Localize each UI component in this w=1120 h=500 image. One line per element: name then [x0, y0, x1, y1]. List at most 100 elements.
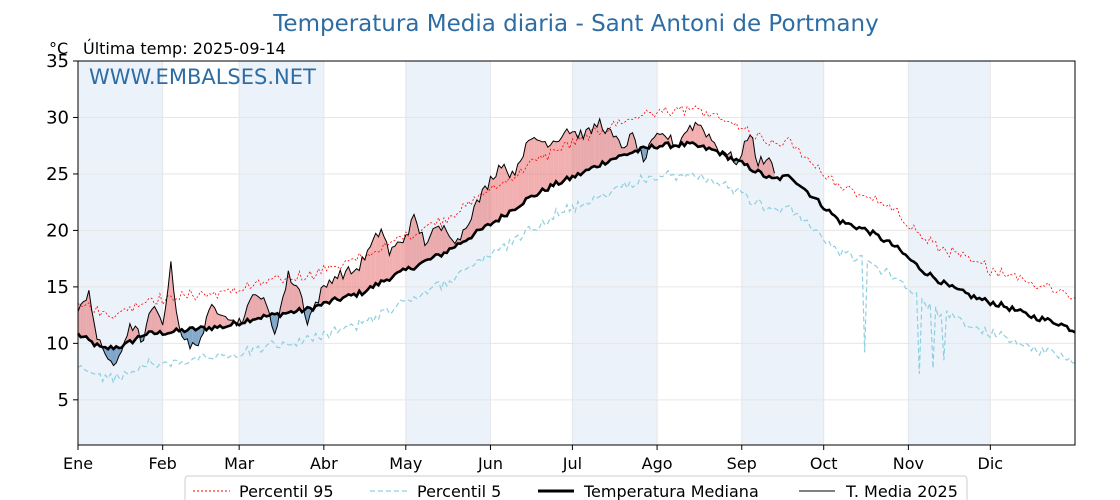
y-tick-label-10: 10: [46, 333, 69, 354]
anomaly-below: [195, 328, 199, 346]
anomaly-above: [416, 222, 420, 267]
anomaly-above: [334, 276, 338, 300]
anomaly-above: [577, 130, 581, 176]
anomaly-above: [605, 128, 608, 165]
anomaly-above: [504, 164, 507, 217]
anomaly-above: [151, 306, 155, 334]
legend: Percentil 95 Percentil 5 Temperatura Med…: [184, 475, 968, 500]
anomaly-above: [378, 229, 382, 286]
anomaly-above: [291, 282, 294, 313]
anomaly-above: [536, 139, 540, 196]
anomaly-below: [271, 313, 275, 335]
anomaly-above: [351, 271, 354, 296]
anomaly-above: [599, 118, 603, 167]
anomaly-above: [209, 304, 212, 330]
anomaly-above: [525, 140, 529, 199]
anomaly-above: [629, 132, 633, 154]
anomaly-above: [747, 135, 750, 170]
anomaly-above: [498, 165, 502, 222]
anomaly-fills: [78, 118, 775, 366]
anomaly-above: [258, 296, 262, 319]
anomaly-above: [534, 137, 537, 197]
anomaly-above: [528, 139, 532, 198]
anomaly-below: [192, 327, 196, 345]
anomaly-above: [749, 135, 753, 172]
anomaly-above: [763, 160, 767, 178]
anomaly-above: [329, 280, 333, 304]
anomaly-above: [91, 309, 95, 346]
anomaly-above: [222, 315, 226, 329]
legend-p5-label: Percentil 5: [417, 482, 501, 500]
anomaly-above: [580, 130, 584, 176]
anomaly-above: [88, 290, 92, 342]
anomaly-above: [564, 128, 567, 181]
anomaly-above: [553, 140, 557, 187]
anomaly-above: [706, 134, 709, 150]
anomaly-above: [394, 241, 398, 275]
anomaly-above: [424, 242, 428, 261]
anomaly-above: [476, 200, 480, 231]
anomaly-above: [698, 125, 701, 147]
anomaly-above: [370, 239, 374, 288]
anomaly-above: [596, 118, 600, 168]
anomaly-above: [255, 294, 259, 320]
anomaly-above: [285, 270, 289, 314]
anomaly-above: [375, 233, 379, 286]
y-axis: 5 10 15 20 25 30 35: [46, 51, 78, 411]
anomaly-above: [433, 227, 436, 258]
anomaly-below: [304, 307, 308, 325]
anomaly-above: [692, 122, 696, 145]
anomaly-above: [359, 256, 363, 295]
anomaly-above: [403, 234, 406, 270]
anomaly-above: [438, 226, 442, 257]
median-line: [76, 140, 1076, 351]
anomaly-above: [539, 140, 543, 193]
anomaly-above: [392, 246, 395, 278]
month-band-nov: [908, 61, 991, 445]
anomaly-above: [506, 171, 510, 217]
anomaly-above: [471, 206, 475, 239]
anomaly-above: [263, 297, 267, 317]
anomaly-above: [752, 137, 756, 173]
anomaly-above: [405, 234, 409, 270]
anomaly-above: [512, 171, 516, 211]
x-tick-label-dic: Dic: [978, 454, 1004, 473]
anomaly-above: [373, 233, 376, 288]
anomaly-above: [211, 304, 215, 330]
anomaly-below: [110, 346, 114, 366]
x-tick-label-sep: Sep: [727, 454, 757, 473]
anomaly-above: [602, 129, 606, 165]
anomaly-above: [659, 133, 663, 147]
anomaly-above: [501, 164, 505, 217]
x-tick-label-nov: Nov: [893, 454, 924, 473]
anomaly-above: [607, 128, 611, 163]
watermark: WWW.EMBALSES.NET: [89, 65, 316, 89]
anomaly-above: [523, 143, 526, 204]
anomaly-below: [200, 326, 204, 338]
anomaly-above: [422, 232, 425, 263]
x-tick-label-ago: Ago: [642, 454, 673, 473]
anomaly-above: [566, 128, 570, 180]
anomaly-above: [556, 141, 559, 185]
anomaly-above: [613, 136, 617, 159]
month-band-jul: [572, 61, 658, 445]
anomaly-above: [515, 164, 518, 210]
anomaly-below: [187, 327, 190, 349]
anomaly-above: [542, 141, 546, 191]
anomaly-above: [323, 285, 327, 303]
anomaly-above: [632, 132, 636, 153]
x-axis: Ene Feb Mar Abr May Jun Jul Ago Sep Oct Nov Dic: [63, 445, 1003, 473]
x-tick-label-mar: Mar: [224, 454, 255, 473]
month-band-sep: [741, 61, 824, 445]
anomaly-above: [708, 134, 712, 150]
anomaly-below: [198, 326, 201, 346]
legend-median-label: Temperatura Mediana: [583, 482, 759, 500]
anomaly-above: [520, 156, 524, 206]
anomaly-above: [250, 294, 253, 323]
anomaly-above: [430, 228, 434, 260]
anomaly-above: [397, 241, 401, 273]
anomaly-above: [583, 129, 587, 173]
anomaly-above: [591, 123, 595, 168]
anomaly-above: [321, 285, 324, 306]
